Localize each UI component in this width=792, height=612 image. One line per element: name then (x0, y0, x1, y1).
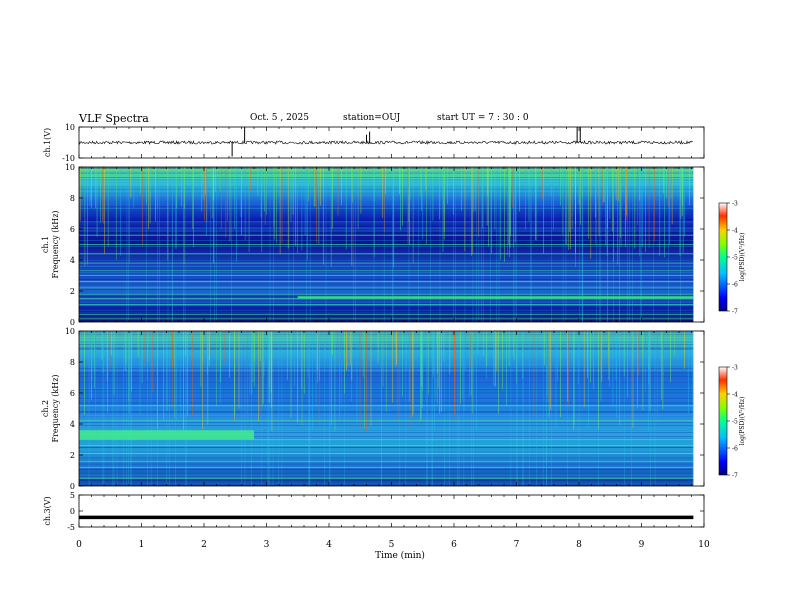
y-tick-label: 8 (70, 358, 75, 367)
spec-band (79, 430, 254, 440)
y-tick-label: 0 (70, 318, 75, 327)
x-tick-label: 0 (76, 540, 82, 550)
y-tick-label: 6 (70, 389, 75, 398)
station-label: station=OUJ (343, 113, 401, 123)
ch1-spectrogram-ylabel: Frequency (kHz) (51, 210, 60, 278)
figure-title: VLF Spectra (79, 112, 149, 125)
ch2-spectrogram-ylabel-top: ch.2 (41, 400, 50, 417)
colorbar-tick-label: -6 (732, 446, 738, 453)
x-tick-label: 4 (326, 540, 332, 550)
ch1-ylabel: ch.1(V) (43, 128, 52, 157)
y-tick-label: -10 (62, 154, 75, 163)
ch2-spectrogram-ylabel: Frequency (kHz) (51, 374, 60, 442)
ch3-ylabel: ch.3(V) (43, 496, 52, 525)
y-tick-label: 0 (70, 507, 75, 516)
y-tick-label: 4 (70, 420, 75, 429)
y-tick-label: 2 (70, 451, 75, 460)
y-tick-label: 0 (70, 482, 75, 491)
y-tick-label: 4 (70, 256, 75, 265)
y-tick-label: 6 (70, 225, 75, 234)
y-tick-label: 10 (65, 163, 75, 172)
x-tick-label: 9 (639, 540, 645, 550)
x-tick-label: 10 (698, 540, 710, 550)
ch2-spectrogram-colorbar (718, 366, 728, 476)
x-tick-label: 5 (389, 540, 395, 550)
y-tick-label: -5 (67, 523, 75, 532)
colorbar-tick-label: -4 (732, 228, 738, 235)
x-tick-label: 7 (514, 540, 520, 550)
x-tick-label: 3 (264, 540, 270, 550)
y-tick-label: 2 (70, 287, 75, 296)
ch1-spectrogram-colorbar (718, 202, 728, 312)
start-time-label: start UT = 7 : 30 : 0 (437, 113, 529, 123)
x-tick-label: 2 (201, 540, 207, 550)
x-axis-label: Time (min) (375, 550, 425, 561)
y-tick-label: 10 (65, 123, 75, 132)
ch1-spectrogram-colorbar-label: log(PSD)(V²/Hz) (739, 233, 746, 282)
y-tick-label: 5 (70, 491, 75, 500)
colorbar-tick-label: -4 (732, 392, 738, 399)
colorbar-tick-label: -7 (732, 309, 738, 316)
ch1-spectrogram-image (78, 167, 704, 322)
colorbar-tick-label: -3 (732, 365, 738, 372)
x-tick-label: 1 (139, 540, 145, 550)
colorbar-tick-label: -3 (732, 201, 738, 208)
x-tick-label: 6 (451, 540, 457, 550)
ch2-spectrogram-image (79, 330, 704, 486)
colorbar-tick-label: -5 (732, 255, 738, 262)
colorbar-tick-label: -7 (732, 473, 738, 480)
y-tick-label: 10 (65, 327, 75, 336)
ch2-spectrogram-colorbar-label: log(PSD)(V²/Hz) (739, 397, 746, 446)
colorbar-tick-label: -5 (732, 419, 738, 426)
x-tick-label: 8 (576, 540, 582, 550)
ch1-trace (78, 139, 693, 146)
date-label: Oct. 5 , 2025 (250, 113, 309, 123)
ch1-plot-area (79, 127, 704, 158)
colorbar-tick-label: -6 (732, 282, 738, 289)
ch1-spectrogram-ylabel-top: ch.1 (41, 236, 50, 253)
ch3-plot-area (79, 495, 704, 527)
y-tick-label: 8 (70, 194, 75, 203)
